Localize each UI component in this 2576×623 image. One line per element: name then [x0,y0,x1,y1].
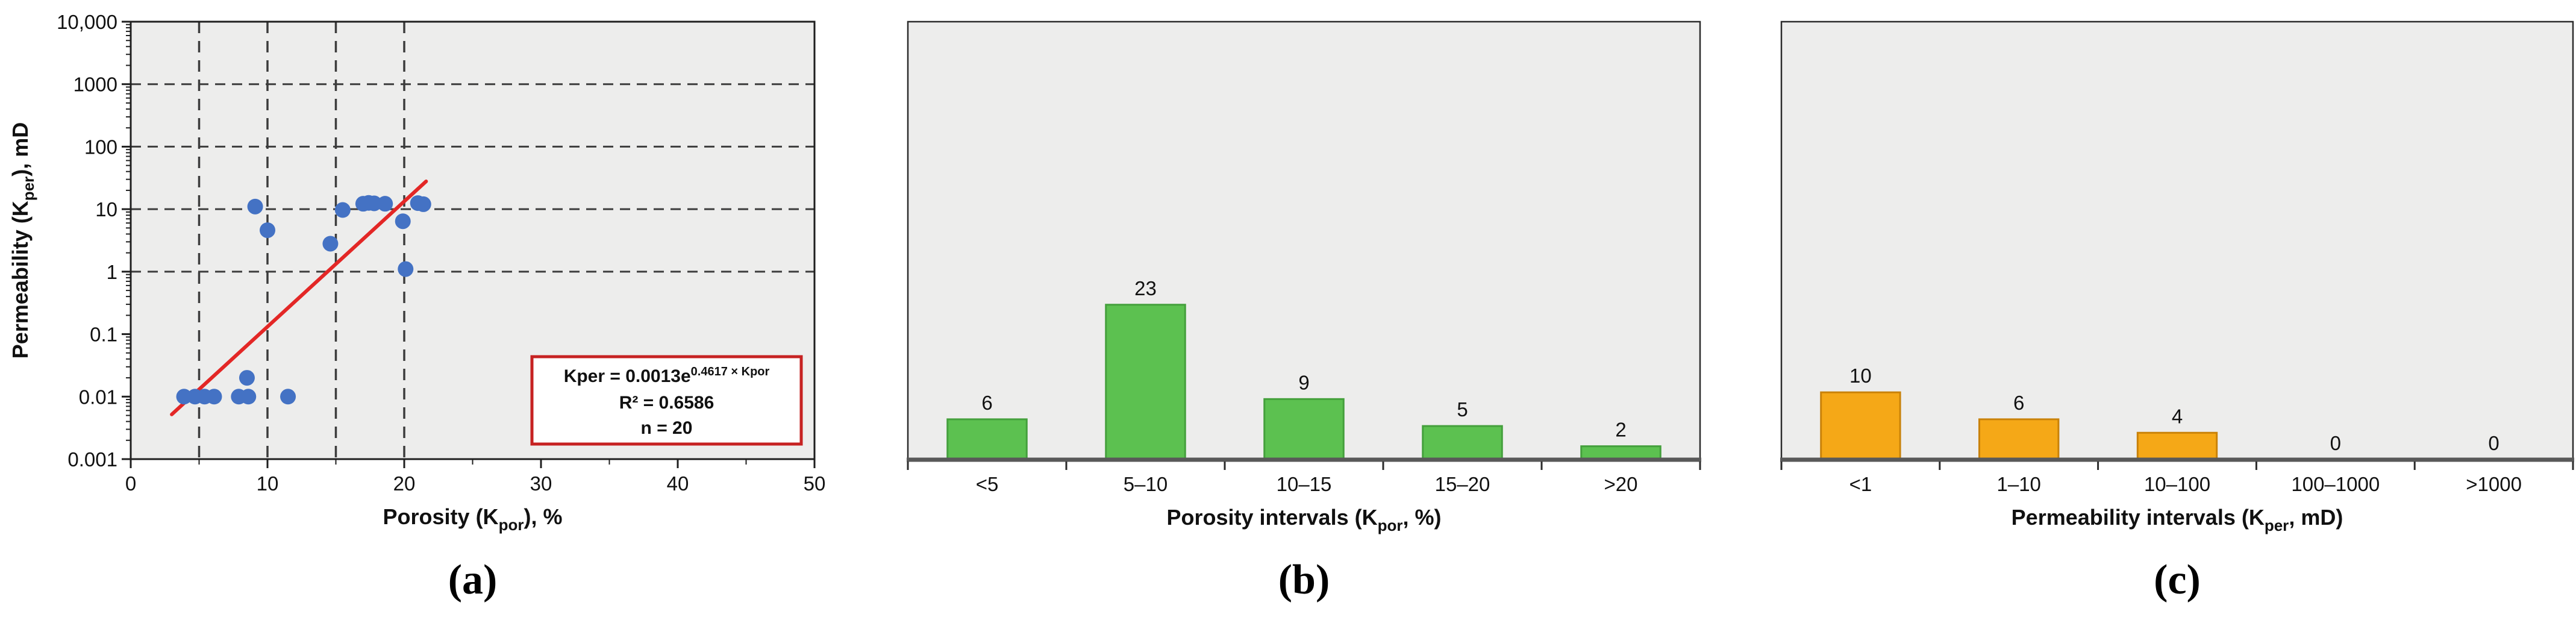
permeability-histogram-svg: 10 6 4 0 0 <1 1–10 10–100 100–1000 >1000 Permeabil… [1780,20,2574,534]
category-label: 15–20 [1435,473,1490,495]
bar-value-label: 4 [2172,405,2183,427]
category-label: <5 [976,473,999,495]
scatter-panel: Kper = 0.0013e0.4617 × Kpor R² = 0.6586 n … [0,0,861,623]
bar [946,418,1028,461]
y-tick-label: 10 [95,198,117,221]
permeability-histogram-panel: 10 6 4 0 0 <1 1–10 10–100 100–1000 >1000 Permeabil… [1735,0,2576,623]
bar-value-label: 2 [1615,419,1626,441]
data-point [415,196,431,212]
bar [2136,431,2218,461]
category-label: 5–10 [1124,473,1168,495]
y-axis-title: Permeability (Kper), mD [8,122,37,359]
x-tick-label: 10 [257,472,279,495]
x-axis-title: Permeability intervals (Kper, mD) [2012,505,2343,534]
data-point [398,261,414,277]
category-label: 1–10 [1996,473,2040,495]
sample-count-text: n = 20 [641,418,693,438]
scatter-chart-svg: Kper = 0.0013e0.4617 × Kpor R² = 0.6586 n … [8,11,826,534]
category-label: 10–100 [2144,473,2210,495]
y-tick-label: 10,000 [57,11,117,33]
porosity-histogram-svg: 6 23 9 5 2 <5 5–10 10–15 15–20 >20 Porosity interv… [907,20,1701,534]
category-label: 100–1000 [2291,473,2380,495]
data-point [377,196,393,212]
caption-b: (b) [1278,557,1330,603]
bar-value-label: 6 [981,392,992,414]
caption-a: (a) [448,557,498,603]
y-tick-label: 0.1 [90,324,117,346]
bar [1820,391,1901,461]
data-point [240,389,257,405]
data-point [176,389,192,405]
bar [1422,425,1503,461]
y-tick-label: 0.01 [79,386,117,408]
y-tick-label: 0.001 [67,448,117,471]
bar-value-label: 5 [1457,398,1468,421]
bar [1263,398,1345,461]
y-tick-label: 1000 [73,74,117,96]
data-point [366,195,383,211]
data-point [206,389,222,405]
category-label: 10–15 [1277,473,1332,495]
r-squared-text: R² = 0.6586 [619,393,714,413]
x-tick-label: 50 [804,472,826,495]
data-point [395,213,411,230]
trend-line [170,179,428,416]
x-axis-title: Porosity intervals (Kpor, %) [1166,505,1441,534]
x-tick-label: 40 [667,472,689,495]
data-point [334,202,351,218]
data-point [322,236,339,252]
x-tick-label: 0 [125,472,136,495]
bar-value-label: 6 [2013,392,2024,414]
data-point [280,389,296,405]
bar [1105,304,1186,461]
bar-value-label: 0 [2488,432,2499,454]
data-point [260,222,275,239]
x-axis-title: Porosity (Kpor), % [383,504,563,534]
data-point [239,370,255,386]
equation-text: Kper = 0.0013e0.4617 × Kpor [564,365,770,386]
caption-c: (c) [2154,557,2201,603]
category-label: <1 [1849,473,1872,495]
category-label: >1000 [2466,473,2522,495]
plot-background [907,20,1701,461]
y-tick-label: 100 [84,136,117,158]
bar-value-label: 9 [1298,371,1309,393]
x-tick-label: 20 [393,472,416,495]
bar-value-label: 0 [2330,432,2341,454]
bar-value-label: 10 [1849,365,1872,387]
y-tick-label: 1 [107,261,117,283]
porosity-histogram-panel: 6 23 9 5 2 <5 5–10 10–15 15–20 >20 Porosity interv… [861,0,1747,623]
bar [1978,418,2060,461]
bar-value-label: 23 [1134,277,1157,299]
data-point [247,198,263,214]
regression-annotation-box [530,355,803,446]
x-tick-label: 30 [530,472,552,495]
category-label: >20 [1604,473,1638,495]
